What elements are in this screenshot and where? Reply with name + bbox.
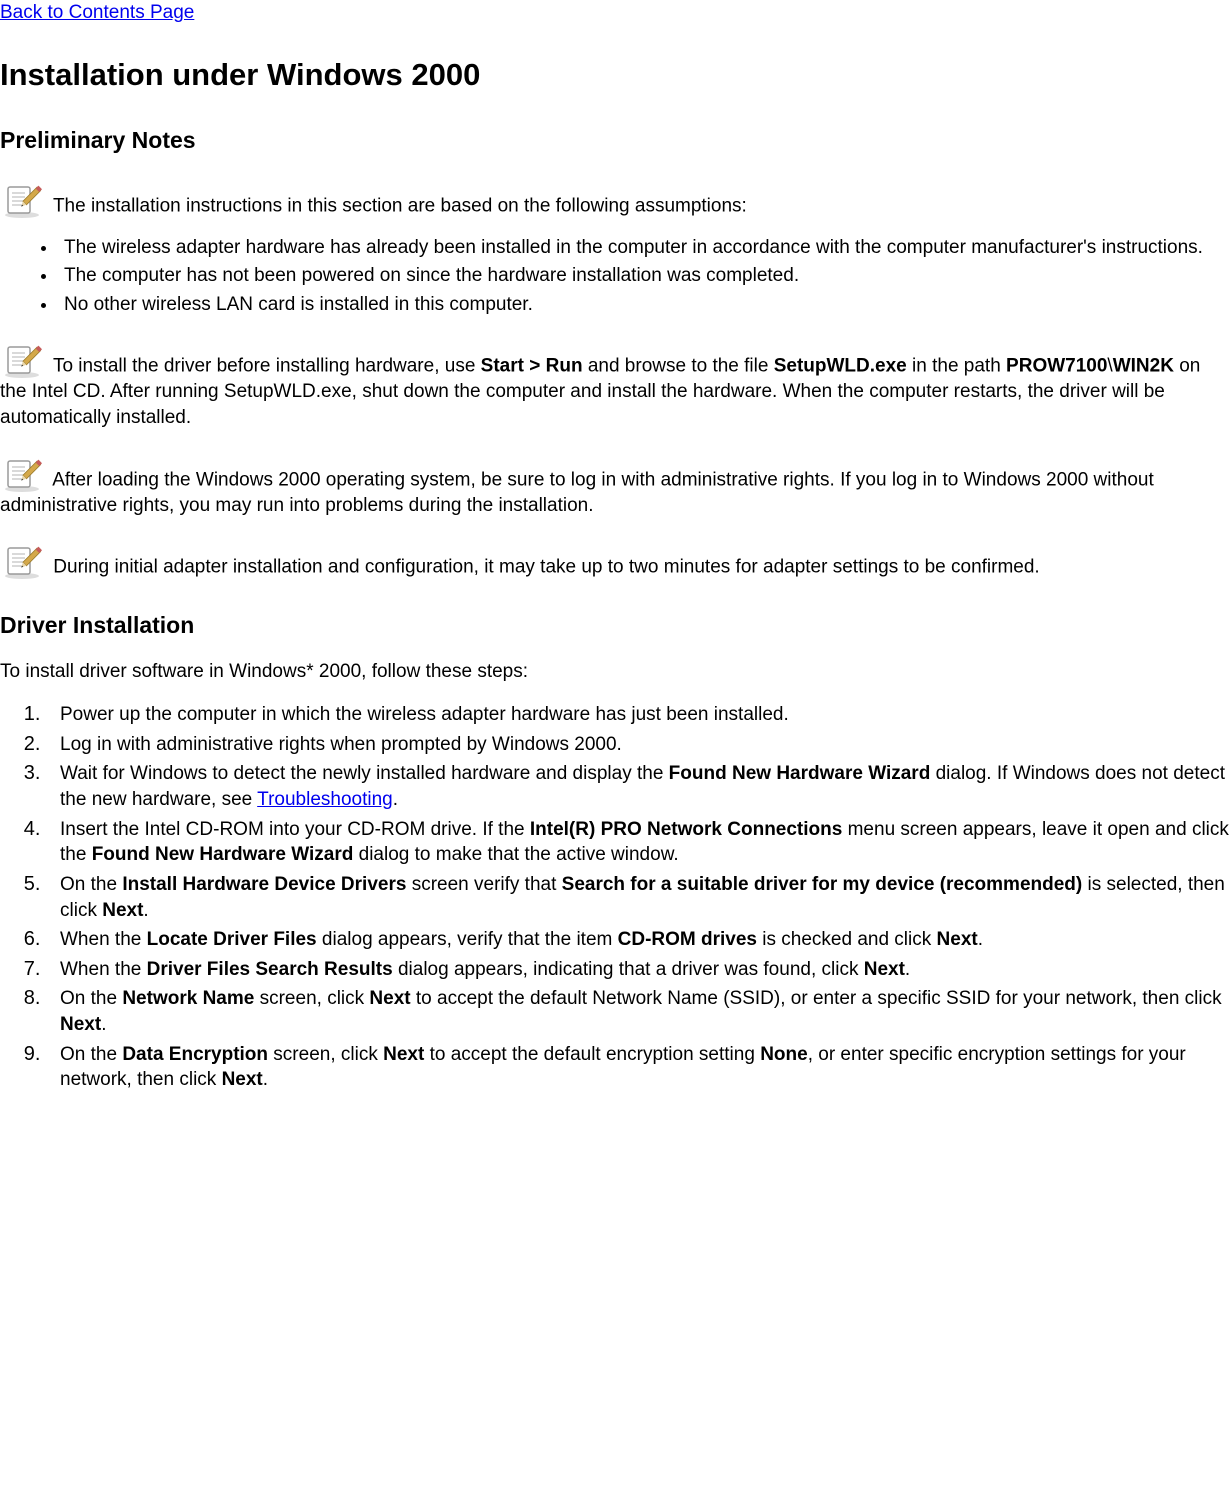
note-paragraph: The installation instructions in this se… — [0, 183, 1229, 219]
note-paragraph: After loading the Windows 2000 operating… — [0, 457, 1229, 519]
bold-text: SetupWLD.exe — [774, 356, 907, 377]
list-item: The computer has not been powered on sin… — [58, 263, 1229, 289]
note-paragraph: During initial adapter installation and … — [0, 544, 1229, 580]
note-icon — [0, 457, 44, 493]
note-text: After loading the Windows 2000 operating… — [0, 469, 1154, 516]
bold-text: PROW7100 — [1006, 356, 1107, 377]
note-text: The installation instructions in this se… — [53, 195, 747, 216]
note-icon — [0, 183, 44, 219]
note-text: During initial adapter installation and … — [53, 557, 1039, 578]
note-text: and browse to the file — [583, 356, 774, 377]
list-item: No other wireless LAN card is installed … — [58, 292, 1229, 318]
list-item: When the Locate Driver Files dialog appe… — [46, 926, 1229, 953]
list-item: On the Network Name screen, click Next t… — [46, 985, 1229, 1037]
assumptions-list: The wireless adapter hardware has alread… — [0, 235, 1229, 318]
list-item: Log in with administrative rights when p… — [46, 731, 1229, 758]
list-item: On the Data Encryption screen, click Nex… — [46, 1041, 1229, 1093]
note-paragraph: To install the driver before installing … — [0, 343, 1229, 430]
list-item: Wait for Windows to detect the newly ins… — [46, 760, 1229, 812]
list-item: When the Driver Files Search Results dia… — [46, 956, 1229, 983]
list-item: The wireless adapter hardware has alread… — [58, 235, 1229, 261]
list-item: On the Install Hardware Device Drivers s… — [46, 871, 1229, 923]
note-icon — [0, 343, 44, 379]
back-to-contents-link[interactable]: Back to Contents Page — [0, 2, 194, 23]
bold-text: WIN2K — [1113, 356, 1174, 377]
steps-list: Power up the computer in which the wirel… — [0, 701, 1229, 1093]
list-item: Insert the Intel CD-ROM into your CD-ROM… — [46, 816, 1229, 868]
note-text: To install the driver before installing … — [53, 356, 481, 377]
troubleshooting-link[interactable]: Troubleshooting — [257, 789, 393, 810]
note-text: in the path — [907, 356, 1006, 377]
bold-text: Start > Run — [481, 356, 583, 377]
driver-intro-text: To install driver software in Windows* 2… — [0, 659, 1229, 685]
list-item: Power up the computer in which the wirel… — [46, 701, 1229, 728]
section-heading-driver: Driver Installation — [0, 610, 1229, 641]
note-icon — [0, 544, 44, 580]
section-heading-preliminary: Preliminary Notes — [0, 125, 1229, 156]
page-title: Installation under Windows 2000 — [0, 54, 1229, 96]
